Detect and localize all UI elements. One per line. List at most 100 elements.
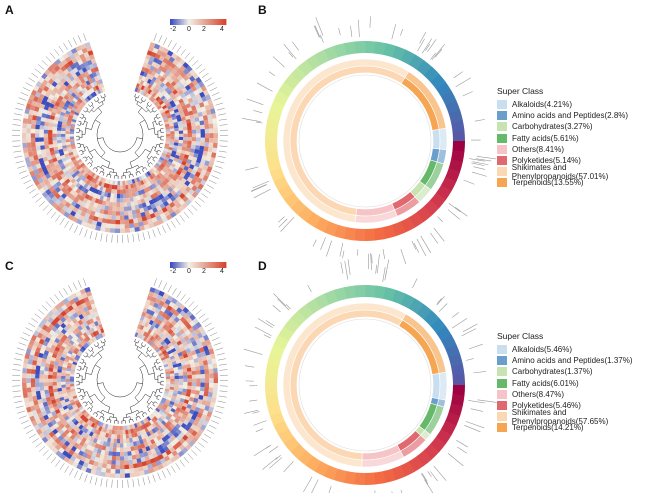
heatmap-cell [157,463,164,470]
heatmap-cell [158,352,164,357]
heatmap-cell [207,343,213,351]
heatmap-cell [178,372,184,376]
heatmap-cell [158,300,165,307]
heatmap-cell [153,421,159,427]
heatmap-cell [71,323,78,330]
donut-outer-segment [267,109,282,123]
donut-outer-segment [354,41,366,54]
heatmap-cell [119,469,125,474]
heatmap-cell [159,448,166,455]
heatmap-cell [192,165,199,172]
heatmap-cell [66,431,73,438]
heatmap-cell [103,454,109,460]
heatmap-cell [138,225,145,231]
heatmap-cell [90,87,95,93]
heatmap-cell [174,92,181,98]
heatmap-cell [168,92,175,98]
heatmap-cell [90,312,96,319]
heatmap-cell [72,73,78,79]
heatmap-cell [166,50,174,57]
heatmap-cell [139,325,145,331]
legend-b-item: Others(8.41%) [497,144,661,155]
dendrogram-branch [146,348,150,352]
heatmap-cell [65,133,70,137]
heatmap-cell [32,359,38,366]
heatmap-cell [72,167,79,173]
heatmap-cell [71,107,77,112]
dendrogram-branch [89,407,93,411]
heatmap-cell [200,159,206,165]
heatmap-cell [162,150,168,155]
heatmap-cell [57,142,63,147]
heatmap-cell [148,319,155,326]
donut-label-mark [476,158,492,162]
legend-d-swatch [497,401,507,411]
dendrogram-branch [92,412,96,415]
heatmap-cell [136,177,141,183]
dendrogram-branch [146,354,149,358]
heatmap-cell [200,382,205,388]
heatmap-cell [140,420,145,426]
heatmap-cell [152,292,159,299]
heatmap-cell [148,414,154,420]
heatmap-cell [44,121,50,127]
heatmap-cell [151,411,157,417]
heatmap-cell [177,175,184,182]
dendrogram-branch [89,394,95,398]
row-label-mark [20,92,29,96]
heatmap-cell [119,447,124,452]
heatmap-cell [155,341,161,347]
heatmap-cell [77,294,84,301]
heatmap-cell [177,420,184,427]
heatmap-cell [61,181,68,188]
heatmap-cell [193,397,199,404]
heatmap-cell [22,122,28,129]
heatmap-cell [197,356,203,363]
heatmap-cell [92,173,98,179]
heatmap-cell [167,431,174,438]
row-label-mark [166,223,171,231]
row-label-mark [192,60,199,67]
heatmap-cell [79,63,86,69]
heatmap-cell [175,407,182,413]
dendrogram-branch [154,144,158,151]
heatmap-cell [151,422,157,429]
heatmap-cell [43,370,49,375]
heatmap-cell [58,117,64,122]
heatmap-cell [69,133,75,137]
heatmap-cell [64,113,70,118]
heatmap-cell [144,58,150,64]
donut-label-mark [421,38,433,54]
heatmap-cell [176,340,183,346]
dendrogram-branch [95,119,101,124]
heatmap-cell [55,152,61,158]
heatmap-cell [61,389,67,394]
heatmap-cell [47,167,53,174]
heatmap-cell [187,88,194,95]
heatmap-cell [202,360,209,366]
heatmap-cell [157,98,163,104]
heatmap-cell [198,80,205,88]
heatmap-cell [48,443,55,451]
dendrogram-branch [140,344,145,348]
heatmap-cell [136,186,141,192]
colorbar-a-tick-3: 2 [202,26,206,33]
heatmap-cell [163,393,169,397]
heatmap-cell [67,60,74,67]
heatmap-cell [74,102,80,108]
heatmap-cell [75,55,82,62]
heatmap-cell [142,193,147,199]
heatmap-cell [136,333,141,339]
heatmap-cell [83,51,90,58]
colorbar-cell [199,262,202,268]
row-label-mark [157,472,161,481]
heatmap-cell [74,76,81,83]
heatmap-cell [34,351,40,357]
heatmap-cell [194,394,200,400]
heatmap-cell [49,407,55,413]
heatmap-cell [160,340,166,346]
heatmap-cell [54,394,60,400]
row-label-mark [42,449,49,456]
heatmap-cell [159,170,166,176]
row-label-mark [55,214,61,222]
